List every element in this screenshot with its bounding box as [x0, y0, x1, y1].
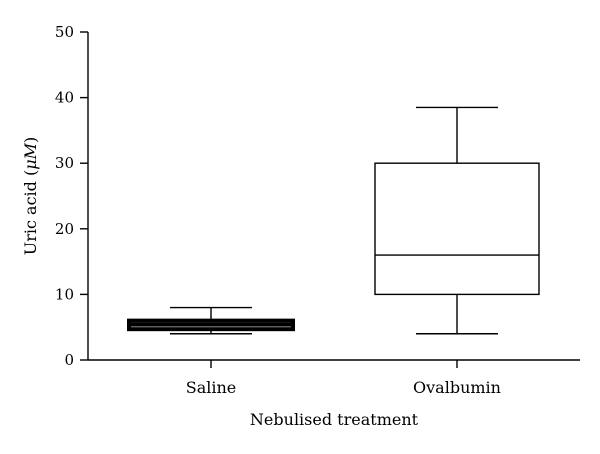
- y-tick-label: 0: [64, 351, 74, 369]
- y-tick-label: 20: [55, 220, 74, 238]
- box-saline: [127, 306, 295, 335]
- y-axis-label-prefix: Uric acid (: [21, 170, 40, 255]
- y-axis-label: Uric acid (μM): [21, 137, 40, 256]
- x-ticks-group: Saline Ovalbumin: [186, 360, 501, 397]
- x-axis-label: Nebulised treatment: [250, 410, 419, 429]
- y-axis-label-suffix: ): [21, 137, 40, 143]
- iqr-box: [374, 162, 540, 296]
- y-tick-label: 30: [55, 154, 74, 172]
- y-tick-label: 10: [55, 285, 74, 303]
- x-tick-label-saline: Saline: [186, 378, 237, 397]
- y-tick-label: 40: [55, 89, 74, 107]
- box-ovalbumin: [374, 106, 540, 335]
- axes-group: [87, 32, 580, 361]
- boxes-group: [127, 106, 540, 335]
- y-ticks-group: 0 10 20 30 40 50: [55, 23, 88, 369]
- y-tick-label: 50: [55, 23, 74, 41]
- y-axis-label-unit: μM: [21, 142, 40, 169]
- x-tick-label-ovalbumin: Ovalbumin: [413, 378, 501, 397]
